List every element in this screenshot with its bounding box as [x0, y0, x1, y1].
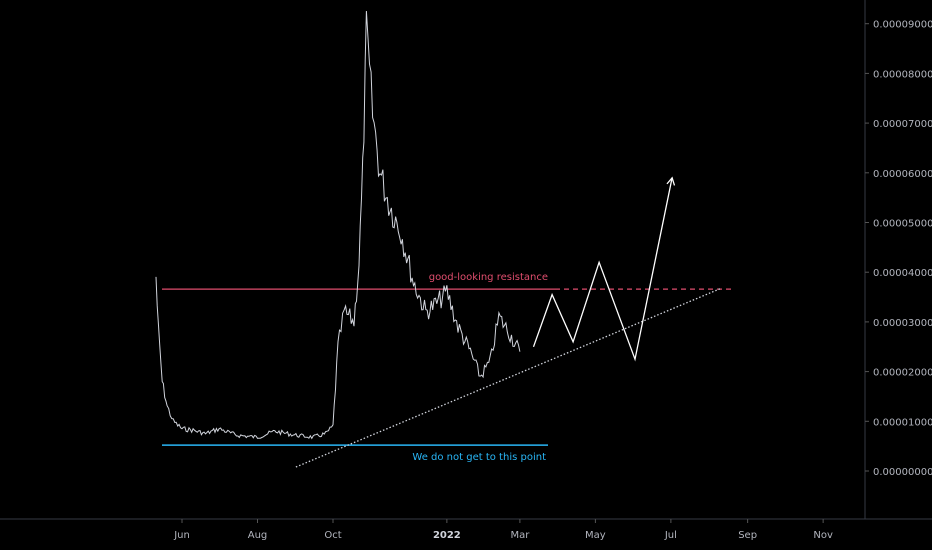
x-tick-label: Oct: [324, 530, 341, 541]
y-tick-label: 0.00000000: [873, 467, 932, 478]
y-tick-label: 0.00004000: [873, 268, 932, 279]
y-tick-label: 0.00002000: [873, 368, 932, 379]
x-tick-label: Nov: [813, 530, 833, 541]
x-tick-label: May: [585, 530, 606, 541]
y-tick-label: 0.00009000: [873, 20, 932, 31]
y-tick-label: 0.00005000: [873, 219, 932, 230]
x-tick-label: Jun: [173, 530, 190, 541]
x-tick-label: Mar: [510, 530, 530, 541]
x-tick-label: Aug: [248, 530, 268, 541]
x-tick-label: 2022: [433, 530, 461, 541]
y-axis: 0.00009000 0.00008000 0.00007000 0.00006000…: [865, 20, 932, 478]
support-label: We do not get to this point: [412, 452, 546, 463]
x-tick-label: Sep: [738, 530, 757, 541]
projection-path: [532, 177, 673, 362]
plot-area: We do not get to this point good-looking …: [155, 10, 733, 468]
y-tick-label: 0.00003000: [873, 318, 932, 329]
projection-arrowhead: [666, 176, 676, 186]
resistance-label: good-looking resistance: [429, 272, 548, 283]
x-tick-label: Jul: [664, 530, 677, 541]
x-axis: Jun Aug Oct 2022 Mar May Jul Sep Nov: [173, 519, 833, 541]
y-tick-label: 0.00001000: [873, 417, 932, 428]
trendline: [295, 288, 721, 468]
price-series: [155, 10, 521, 440]
y-tick-label: 0.00006000: [873, 169, 932, 180]
y-tick-label: 0.00007000: [873, 119, 932, 130]
y-tick-label: 0.00008000: [873, 69, 932, 80]
